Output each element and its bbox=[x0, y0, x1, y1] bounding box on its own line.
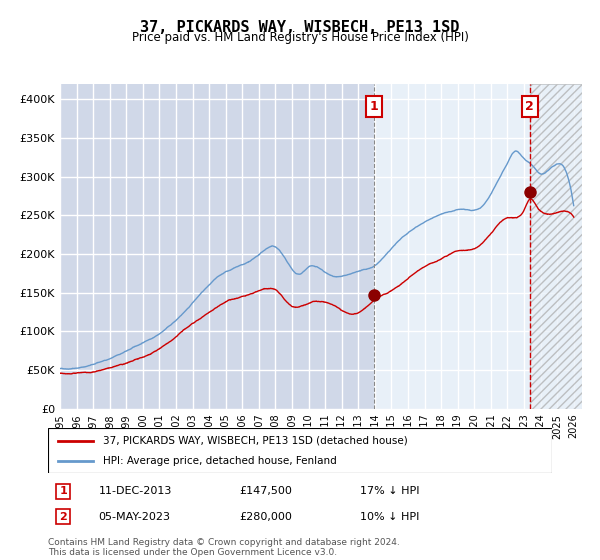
Bar bbox=[530, 84, 582, 409]
Text: 1: 1 bbox=[370, 100, 378, 113]
Text: 1: 1 bbox=[59, 487, 67, 496]
Text: HPI: Average price, detached house, Fenland: HPI: Average price, detached house, Fenl… bbox=[103, 456, 337, 466]
Text: 10% ↓ HPI: 10% ↓ HPI bbox=[361, 512, 420, 521]
Text: 11-DEC-2013: 11-DEC-2013 bbox=[98, 487, 172, 496]
Text: 05-MAY-2023: 05-MAY-2023 bbox=[98, 512, 170, 521]
Text: Price paid vs. HM Land Registry's House Price Index (HPI): Price paid vs. HM Land Registry's House … bbox=[131, 31, 469, 44]
Text: £280,000: £280,000 bbox=[239, 512, 292, 521]
Text: 2: 2 bbox=[59, 512, 67, 521]
Text: 17% ↓ HPI: 17% ↓ HPI bbox=[361, 487, 420, 496]
Text: Contains HM Land Registry data © Crown copyright and database right 2024.
This d: Contains HM Land Registry data © Crown c… bbox=[48, 538, 400, 557]
Bar bbox=[374, 84, 582, 409]
Text: 37, PICKARDS WAY, WISBECH, PE13 1SD (detached house): 37, PICKARDS WAY, WISBECH, PE13 1SD (det… bbox=[103, 436, 408, 446]
Text: 2: 2 bbox=[526, 100, 534, 113]
Text: £147,500: £147,500 bbox=[239, 487, 292, 496]
Bar bbox=[530, 84, 582, 409]
Text: 37, PICKARDS WAY, WISBECH, PE13 1SD: 37, PICKARDS WAY, WISBECH, PE13 1SD bbox=[140, 20, 460, 35]
FancyBboxPatch shape bbox=[48, 428, 552, 473]
